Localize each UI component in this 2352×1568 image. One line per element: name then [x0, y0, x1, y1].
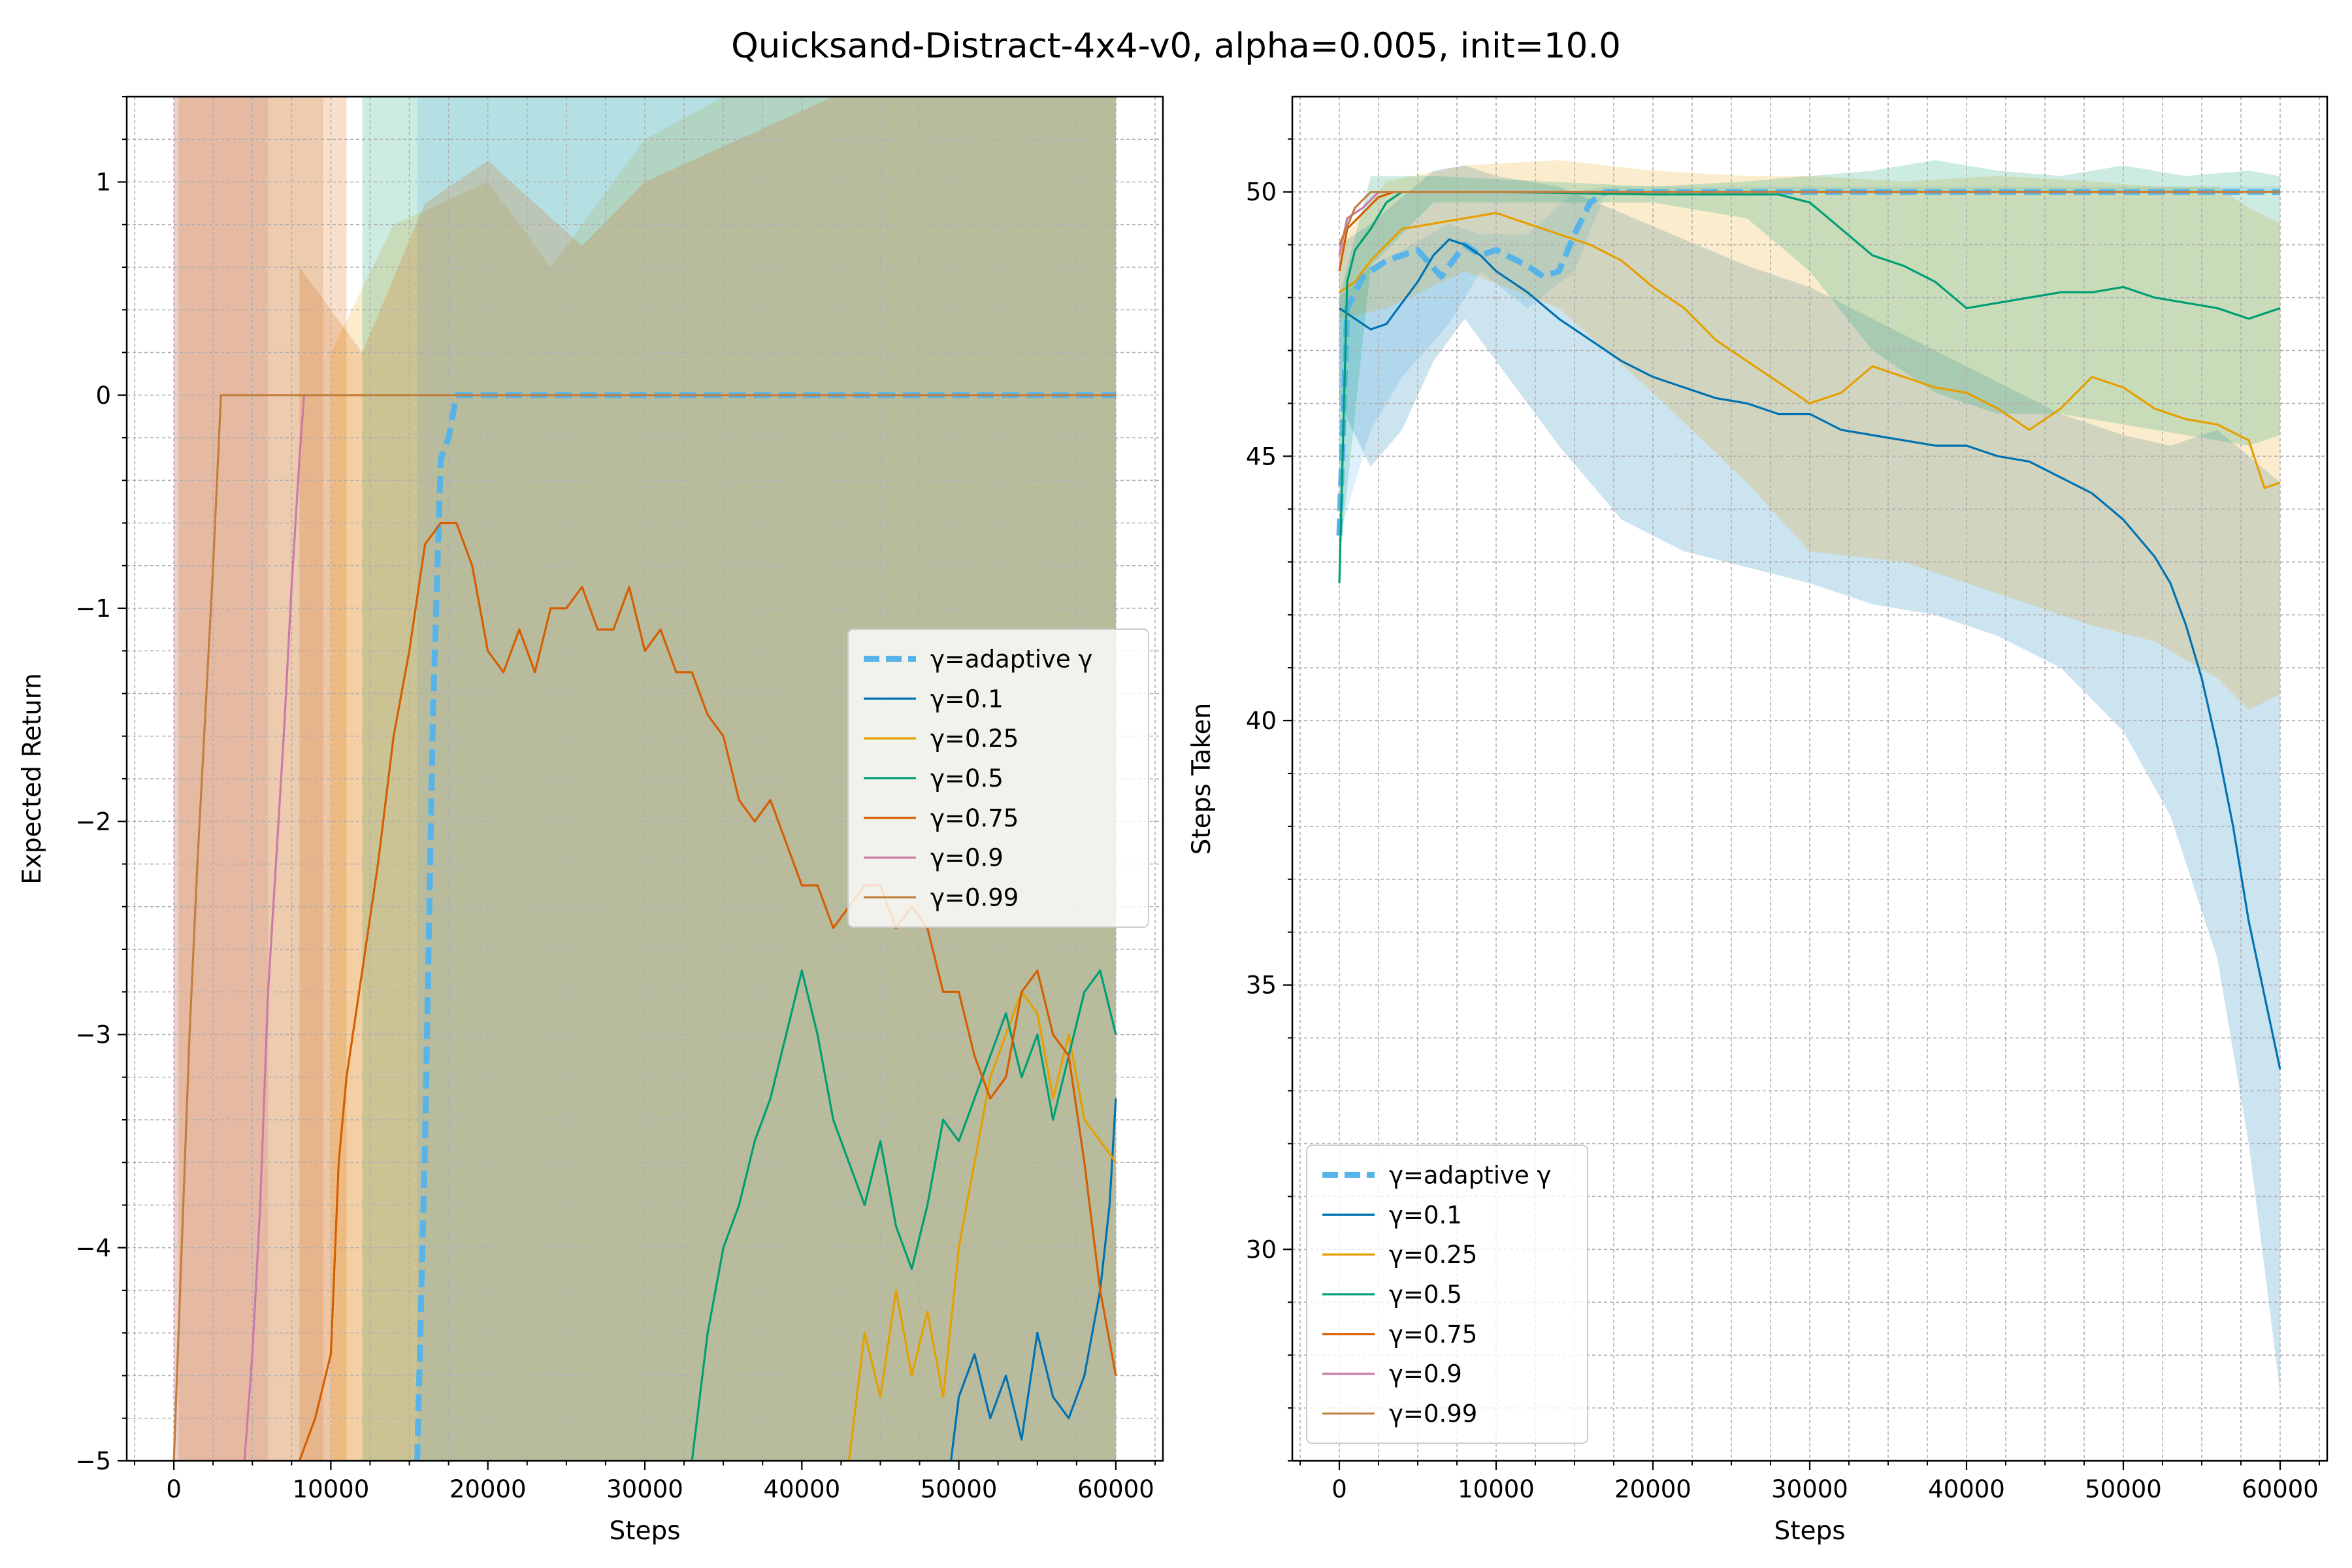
legend-label: γ=0.9 — [930, 844, 1004, 872]
legend-label: γ=0.1 — [1389, 1201, 1462, 1229]
expected-return-y-ticks: −5 −4 −3 −2 −1 0 1 — [75, 96, 127, 1475]
confidence-band — [1339, 165, 2280, 1392]
x-tick-label: 50000 — [2085, 1475, 2162, 1503]
x-tick-label: 40000 — [1928, 1475, 2005, 1503]
y-tick-label: −5 — [75, 1447, 111, 1475]
x-tick-label: 0 — [1331, 1475, 1347, 1503]
x-tick-label: 10000 — [1458, 1475, 1535, 1503]
legend-label: γ=0.5 — [1389, 1281, 1462, 1309]
legend-box — [1306, 1145, 1588, 1444]
y-tick-label: −2 — [75, 808, 111, 836]
series-line — [1338, 191, 2281, 583]
legend-label: γ=0.75 — [930, 804, 1019, 832]
steps-taken-panel: 0 10000 20000 30000 40000 50000 60000 30 35 40 45… — [1187, 95, 2328, 1546]
steps-taken-x-ticks: 0 10000 20000 30000 40000 50000 60000 — [1299, 1461, 2320, 1503]
series-line — [298, 521, 1117, 1461]
y-tick-label: −1 — [75, 595, 111, 623]
steps-taken-lines — [1336, 189, 2281, 1070]
expected-return-legend: γ=adaptive γ γ=0.1 γ=0.25 γ=0.5 γ=0.75 γ=0.9 γ… — [847, 629, 1149, 928]
x-tick-label: 30000 — [1771, 1475, 1848, 1503]
legend-label: γ=adaptive γ — [930, 645, 1092, 673]
y-tick-label: −4 — [75, 1234, 111, 1262]
x-tick-label: 20000 — [1614, 1475, 1691, 1503]
legend-label: γ=0.99 — [930, 884, 1019, 912]
series-line — [1338, 191, 2280, 246]
x-tick-label: 60000 — [1077, 1475, 1154, 1503]
series-line — [691, 970, 1117, 1461]
steps-taken-y-ticks: 30 35 40 45 50 — [1246, 138, 1292, 1462]
series-line — [1339, 212, 2281, 489]
expected-return-lines — [172, 392, 1117, 1461]
legend-label: γ=0.75 — [1389, 1320, 1477, 1348]
steps-taken-y-axis-label: Steps Taken — [1187, 703, 1217, 855]
figure-title: Quicksand-Distract-4x4-v0, alpha=0.005, … — [731, 26, 1621, 66]
legend-box — [847, 629, 1149, 928]
y-tick-label: −3 — [75, 1021, 111, 1049]
y-tick-label: 30 — [1246, 1235, 1277, 1264]
expected-return-y-axis-label: Expected Return — [18, 673, 47, 885]
legend-label: γ=0.5 — [930, 764, 1004, 792]
confidence-band — [1339, 160, 2280, 563]
x-tick-label: 40000 — [763, 1475, 840, 1503]
y-tick-label: 35 — [1246, 972, 1277, 1000]
series-line — [243, 395, 306, 1461]
steps-taken-legend: γ=adaptive γ γ=0.1 γ=0.25 γ=0.5 γ=0.75 γ=0.9 γ… — [1306, 1145, 1588, 1444]
y-tick-label: 40 — [1246, 707, 1277, 735]
legend-label: γ=0.25 — [930, 725, 1019, 753]
y-tick-label: 1 — [95, 169, 111, 197]
expected-return-x-ticks: 0 10000 20000 30000 40000 50000 60000 — [134, 1461, 1156, 1503]
x-tick-label: 50000 — [921, 1475, 998, 1503]
series-line — [172, 394, 1116, 1461]
y-tick-label: 45 — [1246, 442, 1277, 470]
y-tick-label: 0 — [95, 382, 111, 410]
series-line — [414, 392, 1116, 1461]
legend-label: γ=0.25 — [1389, 1241, 1477, 1269]
series-line — [1339, 238, 2281, 1070]
x-tick-label: 0 — [166, 1475, 182, 1503]
steps-taken-x-axis-label: Steps — [1774, 1516, 1845, 1546]
legend-label: γ=0.99 — [1389, 1400, 1477, 1428]
x-tick-label: 20000 — [449, 1475, 527, 1503]
legend-label: γ=0.9 — [1389, 1360, 1462, 1388]
legend-label: γ=adaptive γ — [1389, 1161, 1551, 1189]
expected-return-panel: 0 10000 20000 30000 40000 50000 60000 −5 −4 −3 −2… — [18, 95, 1164, 1546]
x-tick-label: 60000 — [2242, 1475, 2319, 1503]
expected-return-x-axis-label: Steps — [609, 1516, 680, 1546]
x-tick-label: 10000 — [293, 1475, 370, 1503]
legend-label: γ=0.1 — [930, 685, 1004, 713]
y-tick-label: 50 — [1246, 178, 1277, 206]
x-tick-label: 30000 — [606, 1475, 683, 1503]
